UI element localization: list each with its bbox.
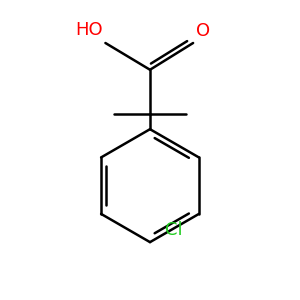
Text: O: O <box>196 22 210 40</box>
Text: HO: HO <box>75 20 102 38</box>
Text: Cl: Cl <box>165 221 183 239</box>
